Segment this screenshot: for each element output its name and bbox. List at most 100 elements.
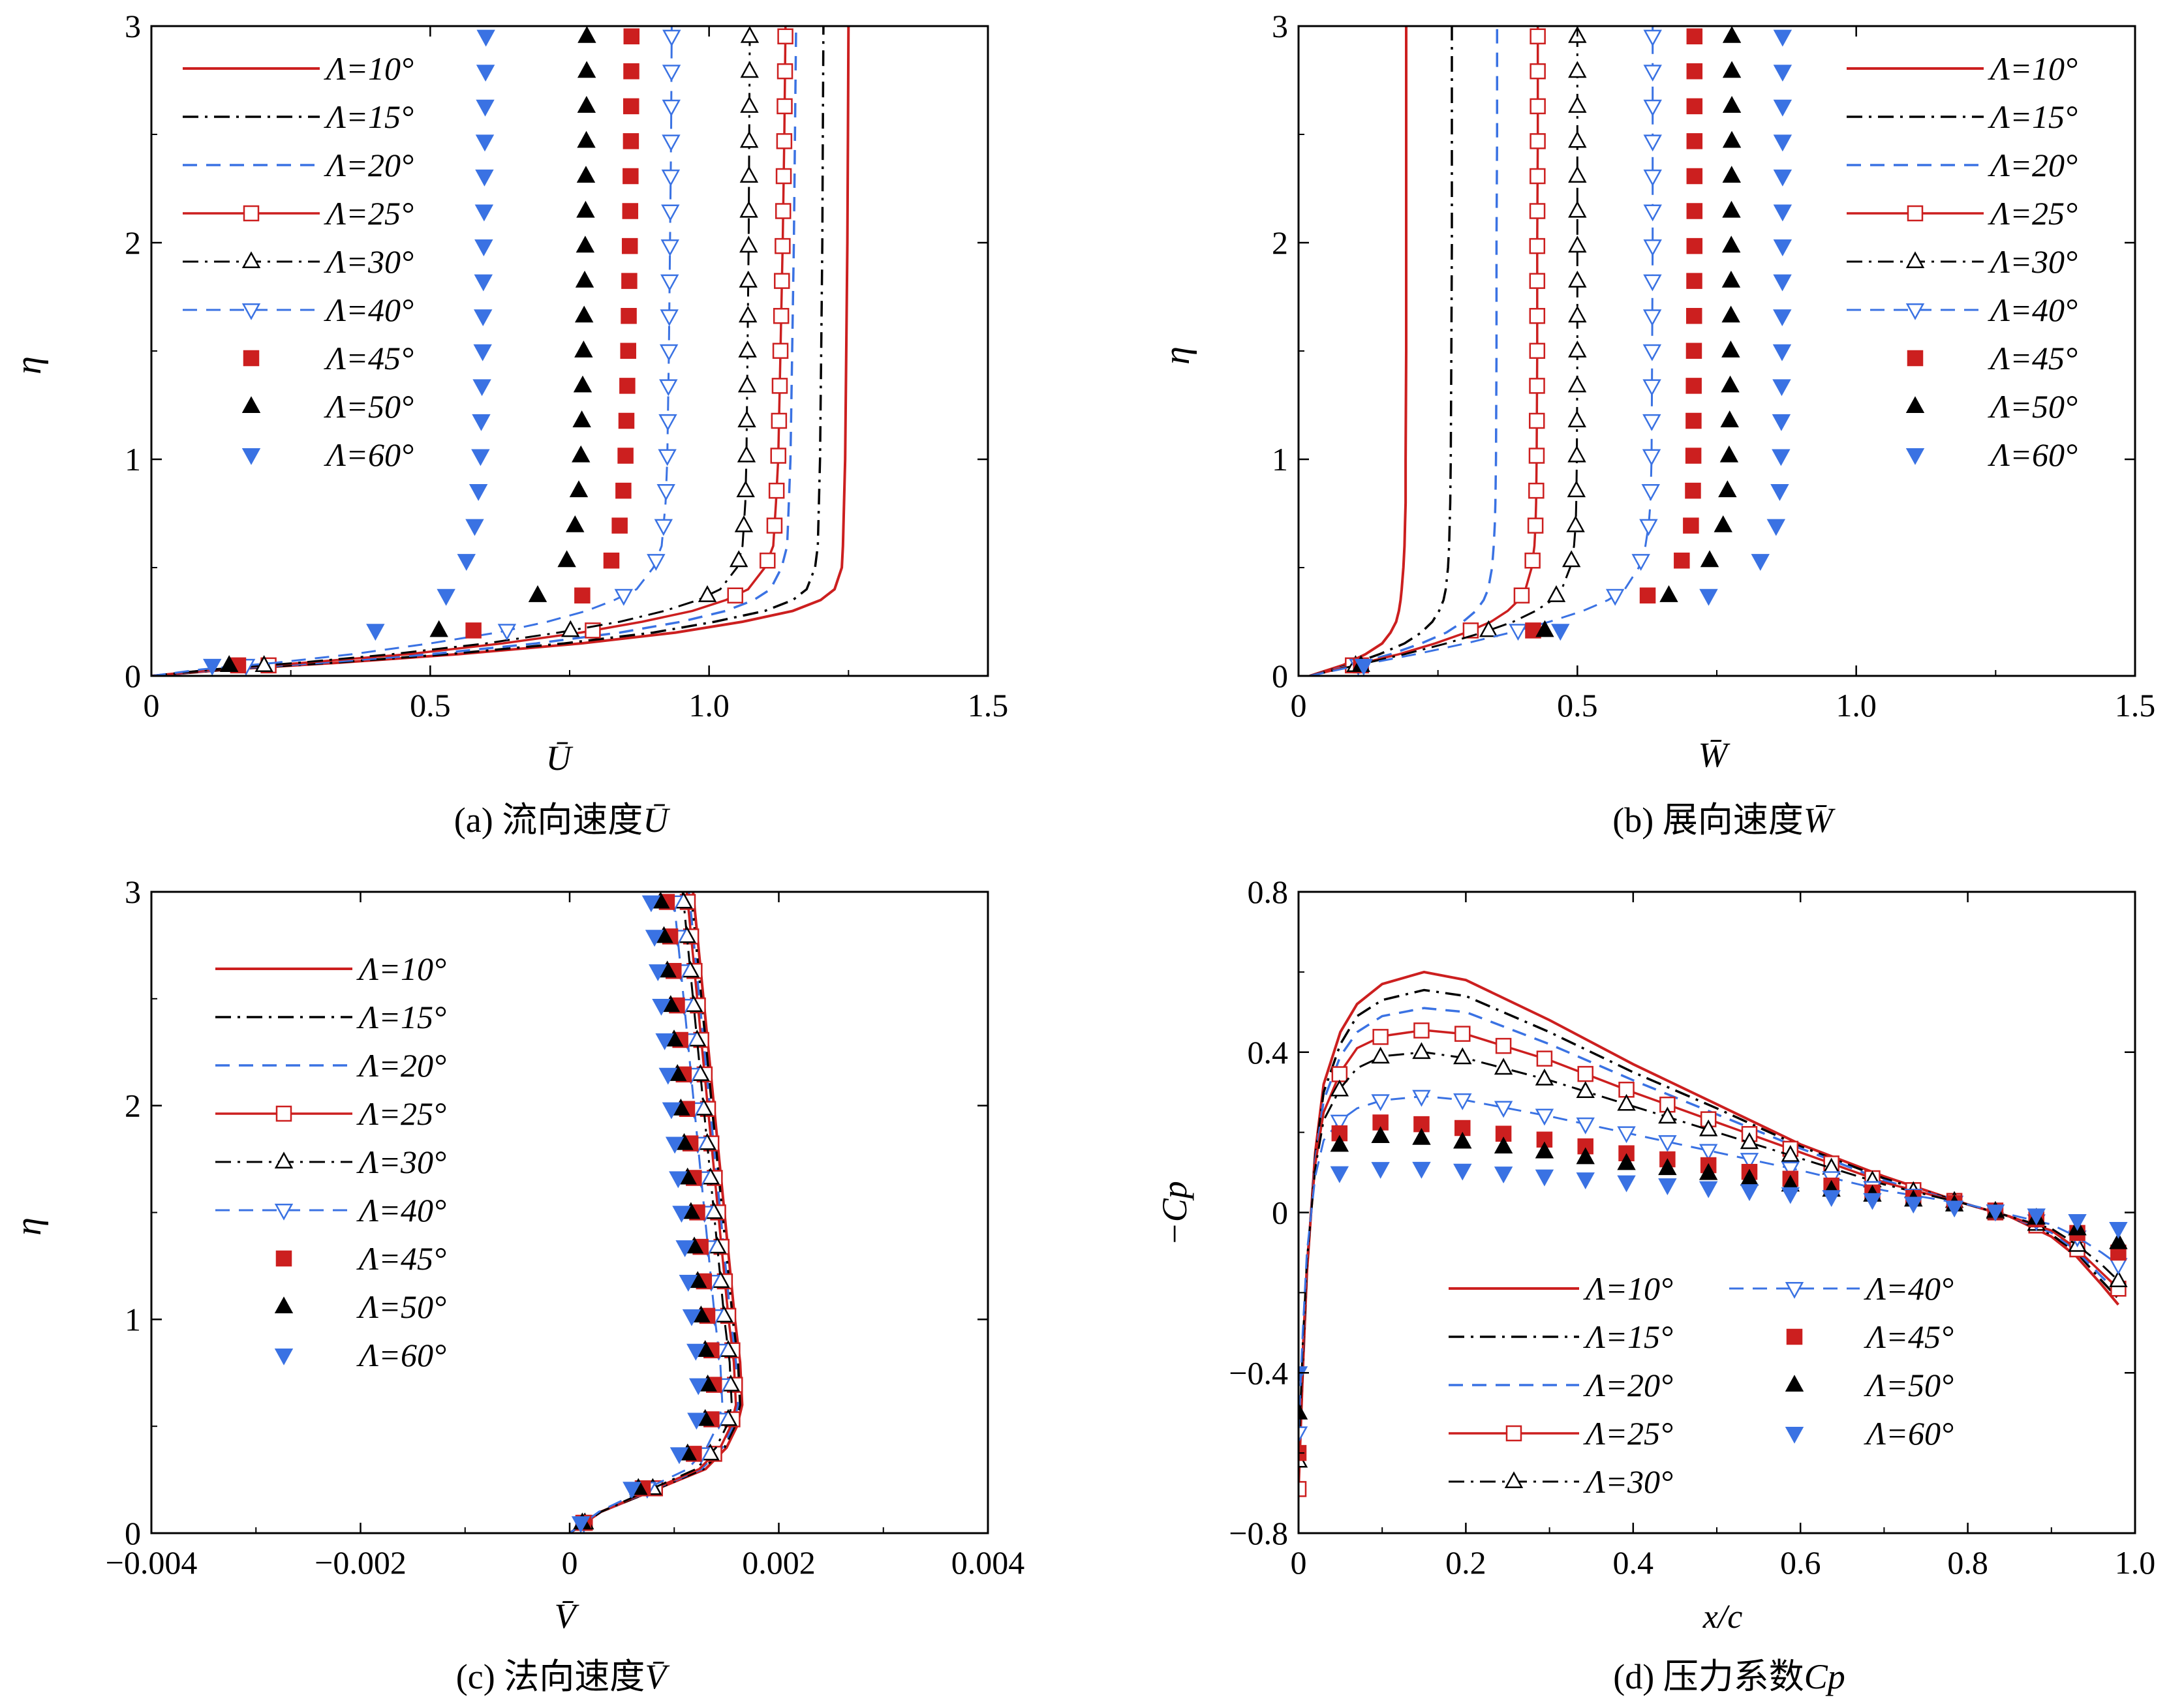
- panel-a-streamwise-velocity: 0 0.5 1.0 1.5 0 1 2 3 Λ=10° Λ=15° Λ=20° Λ=25° Λ=30°…: [8, 8, 1008, 840]
- data-point-b-3-13: [1529, 203, 1546, 219]
- data-point-b-7-1: [1535, 620, 1554, 637]
- series-line-b-2: [1309, 26, 1499, 676]
- data-point-b-8-17: [1773, 65, 1792, 82]
- data-point-d-6-7: [1577, 1138, 1593, 1155]
- legend-marker-d-4: [1504, 1471, 1524, 1489]
- data-point-a-7-11: [575, 270, 594, 288]
- data-point-b-3-2: [1513, 587, 1530, 604]
- data-point-a-5-5: [656, 484, 675, 501]
- data-point-d-7-4: [1453, 1131, 1472, 1149]
- data-point-a-5-6: [658, 449, 677, 466]
- data-point-d-8-17: [1986, 1204, 2005, 1222]
- legend-label-d-1: Λ=15°: [1583, 1319, 1673, 1355]
- y-tick-label-c: 3: [125, 874, 141, 910]
- legend-label-c-4: Λ=30°: [356, 1144, 446, 1180]
- legend-label-c-6: Λ=45°: [356, 1240, 446, 1277]
- data-point-a-8-5: [469, 484, 488, 501]
- data-point-c-8-10: [669, 1171, 688, 1189]
- data-point-c-8-1: [623, 1482, 641, 1499]
- data-point-a-7-7: [572, 410, 591, 427]
- xlabel-c: V̄: [555, 1596, 580, 1636]
- data-point-b-5-5: [1641, 484, 1660, 501]
- data-point-d-5-6: [1535, 1108, 1554, 1126]
- legend-label-a-2: Λ=20°: [324, 147, 414, 183]
- x-tick-label-d: 0.8: [1947, 1544, 1988, 1581]
- data-point-b-8-15: [1773, 134, 1792, 152]
- data-point-b-7-8: [1721, 375, 1740, 393]
- data-point-d-7-2: [1371, 1126, 1390, 1144]
- data-point-b-6-13: [1686, 203, 1703, 219]
- data-point-d-5-4: [1453, 1093, 1472, 1110]
- data-point-b-7-16: [1722, 96, 1742, 113]
- data-point-d-5-0: [1299, 1426, 1308, 1444]
- data-point-d-5-10: [1699, 1144, 1718, 1161]
- data-point-b-3-3: [1524, 552, 1541, 569]
- legend-marker-d-6: [1786, 1328, 1803, 1345]
- data-point-d-4-8: [1617, 1093, 1636, 1111]
- series-line-b-5: [1309, 26, 1654, 676]
- y-tick-label-d: −0.8: [1229, 1515, 1288, 1551]
- data-point-a-8-12: [474, 239, 493, 256]
- data-point-b-6-9: [1685, 343, 1702, 359]
- data-point-a-8-1: [366, 624, 385, 641]
- x-tick-label-c: 0.004: [951, 1544, 1025, 1581]
- data-point-a-3-14: [775, 168, 792, 185]
- data-point-a-8-15: [475, 134, 495, 152]
- y-tick-label-a: 1: [125, 441, 141, 478]
- legend-marker-c-5: [274, 1203, 294, 1221]
- data-point-a-4-2: [698, 585, 717, 602]
- data-point-d-7-0: [1299, 1402, 1308, 1420]
- y-tick-label-a: 2: [125, 224, 141, 261]
- data-point-a-5-17: [662, 65, 681, 82]
- series-line-b-1: [1309, 26, 1453, 676]
- data-point-d-8-14: [1863, 1193, 1882, 1210]
- data-point-b-7-18: [1722, 26, 1742, 43]
- data-point-d-3-7: [1577, 1065, 1593, 1082]
- data-point-a-4-6: [737, 445, 756, 463]
- data-point-d-4-1: [1330, 1079, 1349, 1097]
- data-point-d-8-0: [1299, 1366, 1308, 1384]
- data-point-a-7-5: [569, 480, 589, 498]
- data-point-a-6-2: [574, 587, 591, 604]
- data-point-b-7-12: [1721, 236, 1741, 253]
- data-point-c-8-18: [641, 895, 661, 913]
- data-point-b-6-5: [1685, 482, 1701, 499]
- legend-label-c-0: Λ=10°: [356, 951, 446, 987]
- data-point-b-8-3: [1751, 554, 1770, 572]
- data-point-d-8-18: [2027, 1208, 2046, 1226]
- data-point-b-5-9: [1642, 344, 1662, 361]
- data-point-d-8-11: [1740, 1184, 1759, 1202]
- data-point-b-3-5: [1528, 482, 1545, 499]
- data-point-b-4-3: [1561, 550, 1581, 568]
- legend-marker-a-7: [241, 396, 261, 414]
- x-tick-label-c: 0.002: [742, 1544, 816, 1581]
- data-point-a-6-7: [618, 412, 635, 429]
- x-tick-label-a: 0.5: [410, 687, 451, 724]
- legend-marker-b-8: [1905, 448, 1925, 465]
- data-point-d-5-9: [1658, 1135, 1677, 1152]
- data-point-b-6-2: [1639, 587, 1656, 604]
- data-point-a-3-5: [768, 482, 785, 499]
- data-point-b-5-2: [1605, 588, 1625, 606]
- data-point-d-7-7: [1576, 1147, 1595, 1165]
- data-point-b-7-17: [1722, 61, 1742, 78]
- x-tick-label-b: 0.5: [1557, 687, 1598, 724]
- y-tick-label-c: 1: [125, 1301, 141, 1337]
- data-point-a-4-4: [734, 515, 754, 532]
- data-point-b-5-3: [1631, 554, 1650, 572]
- legend-marker-d-8: [1785, 1426, 1804, 1444]
- legend-label-d-2: Λ=20°: [1583, 1367, 1673, 1403]
- data-point-a-7-17: [577, 61, 596, 78]
- data-point-b-3-9: [1529, 343, 1546, 359]
- legend-label-a-0: Λ=10°: [324, 50, 414, 87]
- data-point-b-8-14: [1773, 169, 1792, 187]
- data-point-d-6-4: [1454, 1120, 1471, 1136]
- data-point-b-7-9: [1721, 341, 1740, 358]
- data-point-a-3-7: [771, 412, 788, 429]
- data-point-b-8-11: [1773, 274, 1792, 292]
- data-point-d-3-8: [1618, 1082, 1635, 1098]
- data-point-a-3-6: [770, 448, 787, 464]
- data-point-b-8-10: [1773, 309, 1792, 327]
- legend-marker-c-3: [275, 1105, 292, 1122]
